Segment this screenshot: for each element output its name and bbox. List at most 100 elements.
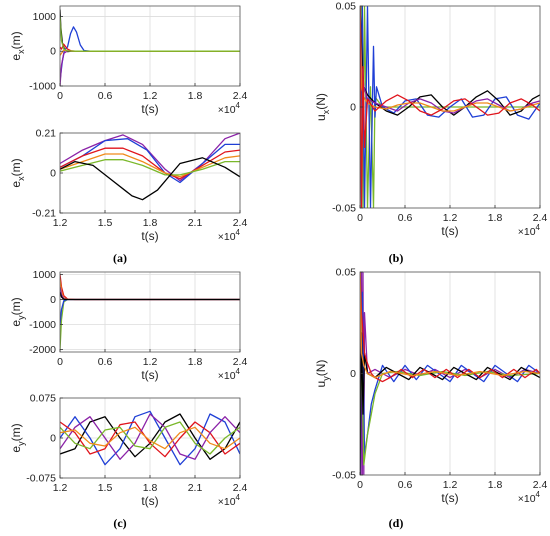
x-tick-label: 0.6 xyxy=(398,479,413,491)
series-line-orange xyxy=(60,426,240,450)
x-tick-label: 2.4 xyxy=(533,479,548,491)
x-tick-label: 2.4 xyxy=(233,356,248,368)
chart-c1: 0 0.6 1.2 1.8 2.4 1000 0 -1000 -2000 t(s) ey(m) ×10… xyxy=(9,269,247,382)
x-tick-label: 1.5 xyxy=(98,482,113,494)
x-tick-label: 2.4 xyxy=(233,482,248,494)
x-axis-exponent: ×104 xyxy=(518,490,541,505)
y-tick-label: 0 xyxy=(50,46,56,58)
y-axis-label: ux(N) xyxy=(314,93,331,121)
series-line-orange xyxy=(360,6,540,112)
x-tick-label: 0 xyxy=(357,212,363,224)
y-axis-label: uy(N) xyxy=(314,360,331,388)
x-tick-label: 1.2 xyxy=(53,217,68,229)
series-group xyxy=(360,6,540,208)
x-axis-exponent: ×104 xyxy=(218,228,241,243)
y-tick-label: -0.05 xyxy=(332,203,356,215)
series-line-purple xyxy=(60,133,240,182)
y-tick-label: 0.21 xyxy=(36,128,57,140)
y-axis-label: ey(m) xyxy=(9,297,26,326)
y-tick-label: -1000 xyxy=(29,81,56,93)
x-tick-label: 2.4 xyxy=(233,217,248,229)
caption-b: (b) xyxy=(389,251,404,265)
series-line-purple xyxy=(60,413,240,460)
x-axis-exponent: ×104 xyxy=(218,101,241,116)
y-tick-label: 0 xyxy=(350,102,356,114)
series-line-blue xyxy=(60,410,240,466)
y-tick-label: 0 xyxy=(50,168,56,180)
x-axis-label: t(s) xyxy=(441,224,458,238)
x-tick-label: 2.4 xyxy=(533,212,548,224)
y-tick-label: -0.075 xyxy=(26,473,56,485)
x-tick-label: 0.6 xyxy=(98,90,113,102)
x-tick-label: 0.6 xyxy=(398,212,413,224)
x-tick-label: 1.2 xyxy=(143,90,158,102)
x-axis-label: t(s) xyxy=(441,491,458,505)
y-tick-label: 0.05 xyxy=(336,267,357,279)
series-group xyxy=(60,9,240,86)
series-line-orange xyxy=(360,272,540,379)
y-tick-label: 0 xyxy=(350,368,356,380)
x-tick-label: 1.8 xyxy=(143,217,158,229)
x-tick-label: 1.2 xyxy=(443,479,458,491)
y-tick-label: -1000 xyxy=(29,319,56,331)
caption-d: (d) xyxy=(389,516,404,530)
series-line-black xyxy=(60,157,240,201)
x-tick-label: 0 xyxy=(57,90,63,102)
chart-d: 0 0.6 1.2 1.8 2.40.050-0.05t(s)uy(N)×104 xyxy=(314,267,547,506)
x-tick-label: 1.5 xyxy=(98,217,113,229)
x-tick-label: 2.1 xyxy=(188,482,203,494)
x-axis-label: t(s) xyxy=(141,229,158,243)
series-group xyxy=(360,272,540,475)
x-axis-exponent: ×104 xyxy=(518,223,541,238)
y-axis-label: ex(m) xyxy=(9,31,26,60)
x-axis-label: t(s) xyxy=(141,494,158,508)
series-line-blue xyxy=(360,6,540,208)
chart-c2: 1.2 1.5 1.8 2.1 2.4 0.075 0 -0.075 t(s) ey(m) ×104 xyxy=(9,393,247,509)
y-axis-label: ey(m) xyxy=(9,423,26,452)
y-tick-label: 0 xyxy=(50,433,56,445)
series-line-red xyxy=(360,6,540,208)
x-axis-exponent: ×104 xyxy=(218,367,241,382)
x-axis-label: t(s) xyxy=(141,368,158,382)
x-tick-label: 1.8 xyxy=(488,479,503,491)
y-tick-label: 0 xyxy=(50,294,56,306)
x-tick-label: 0 xyxy=(357,479,363,491)
y-axis-label: ex(m) xyxy=(9,158,26,187)
y-tick-label: -0.21 xyxy=(32,208,56,220)
x-axis-label: t(s) xyxy=(141,102,158,116)
chart-b: 0 0.6 1.2 1.8 2.40.050-0.05t(s)ux(N)×104 xyxy=(314,1,547,239)
x-tick-label: 1.2 xyxy=(443,212,458,224)
series-line-green xyxy=(60,421,240,455)
series-group xyxy=(60,274,240,350)
series-line-black xyxy=(360,332,540,475)
y-tick-label: 0.075 xyxy=(30,393,56,405)
x-tick-label: 2.4 xyxy=(233,90,248,102)
series-group xyxy=(60,133,240,201)
x-tick-label: 0 xyxy=(57,356,63,368)
y-tick-label: 0.05 xyxy=(336,1,357,13)
y-tick-label: 1000 xyxy=(33,11,57,23)
series-line-red xyxy=(60,147,240,180)
x-tick-label: 0.6 xyxy=(98,356,113,368)
x-tick-label: 1.8 xyxy=(188,356,203,368)
caption-a: (a) xyxy=(113,251,127,265)
x-axis-exponent: ×104 xyxy=(218,493,241,508)
x-tick-label: 1.8 xyxy=(188,90,203,102)
series-line-black xyxy=(60,291,240,301)
chart-a2: 1.2 1.5 1.8 2.1 2.4 0.21 0 -0.21 t(s) ex(m) ×104 xyxy=(9,128,247,244)
series-line-blue xyxy=(60,138,240,184)
y-tick-label: 1000 xyxy=(33,269,57,281)
x-tick-label: 2.1 xyxy=(188,217,203,229)
series-group xyxy=(60,410,240,466)
caption-c: (c) xyxy=(113,516,126,530)
y-tick-label: -0.05 xyxy=(332,470,356,482)
x-tick-label: 1.2 xyxy=(143,356,158,368)
y-tick-label: -2000 xyxy=(29,344,56,356)
series-line-green xyxy=(60,159,240,176)
series-line-green xyxy=(60,16,240,52)
x-tick-label: 1.2 xyxy=(53,482,68,494)
x-tick-label: 1.8 xyxy=(488,212,503,224)
